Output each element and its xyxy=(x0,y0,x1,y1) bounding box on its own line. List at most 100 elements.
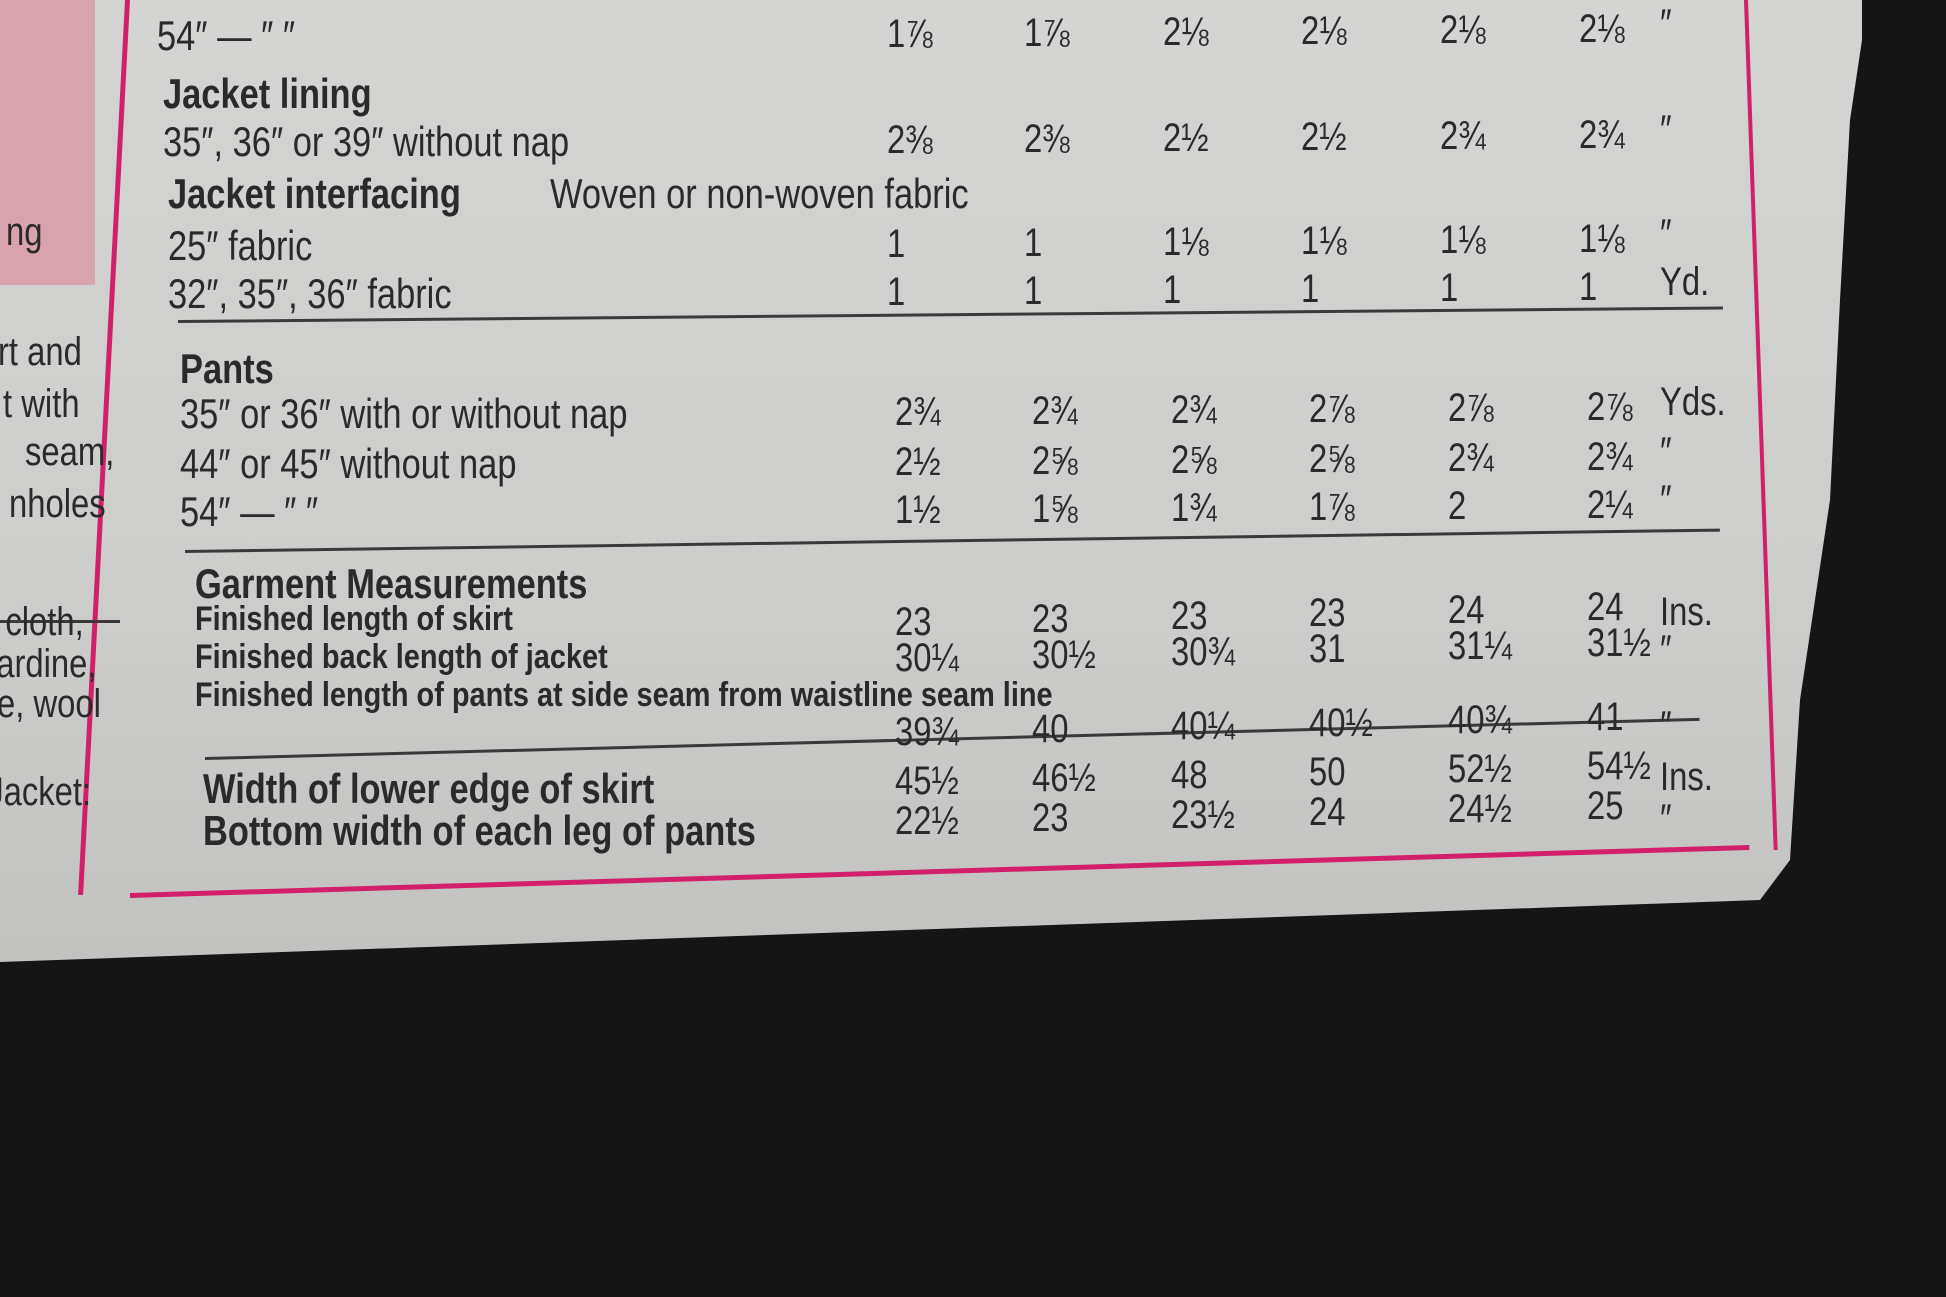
left-panel-text: t with xyxy=(3,382,80,426)
left-panel-text: . Jacket: xyxy=(0,770,92,814)
row-value: 2¾ xyxy=(1587,435,1633,479)
row-value: 1 xyxy=(1024,269,1043,313)
row-label: 35″, 36″ or 39″ without nap xyxy=(163,118,570,165)
section-heading: Pants xyxy=(180,345,274,392)
left-panel-text: e, wool xyxy=(0,682,101,726)
row-value: 1⅛ xyxy=(1301,219,1347,263)
row-value: 23 xyxy=(1171,594,1208,638)
divider xyxy=(0,620,120,623)
row-label: 54″ — ″ ″ xyxy=(180,488,319,535)
section-heading: Garment Measurements xyxy=(195,560,588,607)
row-value: 1¾ xyxy=(1171,486,1217,530)
row-value: 2⅛ xyxy=(1579,7,1625,51)
row-value: 50 xyxy=(1309,750,1346,794)
row-value: 2¾ xyxy=(895,390,941,434)
section-heading: Jacket lining xyxy=(163,70,372,117)
left-panel-text: rt and xyxy=(0,330,82,374)
row-value: 1 xyxy=(1301,267,1320,311)
row-value: 31 xyxy=(1309,627,1346,671)
row-label: 35″ or 36″ with or without nap xyxy=(180,390,628,437)
pattern-envelope xyxy=(0,0,1862,962)
row-value: 23 xyxy=(1309,591,1346,635)
row-value: 2½ xyxy=(1163,116,1209,160)
row-value: 2¾ xyxy=(1440,114,1486,158)
row-value: 23 xyxy=(895,600,932,644)
left-panel-text: e cloth, xyxy=(0,600,84,644)
row-value: 31½ xyxy=(1587,621,1651,665)
row-label: 25″ fabric xyxy=(168,222,313,269)
row-value: 2 xyxy=(1448,484,1467,528)
row-value: 40¼ xyxy=(1171,704,1235,748)
row-value: 46½ xyxy=(1032,756,1096,800)
row-value: 41 xyxy=(1587,695,1624,739)
row-value: 1 xyxy=(887,270,906,314)
row-value: 22½ xyxy=(895,799,959,843)
row-unit: Ins. xyxy=(1660,755,1713,799)
row-value: 2¾ xyxy=(1448,436,1494,480)
row-unit: ″ xyxy=(1660,108,1672,152)
row-value: 25 xyxy=(1587,784,1624,828)
row-label: 54″ — ″ ″ xyxy=(157,12,296,59)
row-label: Bottom width of each leg of pants xyxy=(203,807,756,854)
row-value: 1⅞ xyxy=(1024,11,1070,55)
row-value: 24 xyxy=(1587,585,1624,629)
row-value: 2⅛ xyxy=(1440,8,1486,52)
row-value: 2⅝ xyxy=(1309,437,1355,481)
row-value: 2⅛ xyxy=(1163,10,1209,54)
row-value: 1⅛ xyxy=(1579,217,1625,261)
row-value: 39¾ xyxy=(895,710,959,754)
row-value: 54½ xyxy=(1587,744,1651,788)
row-value: 40 xyxy=(1032,707,1069,751)
row-value: 2¼ xyxy=(1587,483,1633,527)
row-label: Finished length of pants at side seam fr… xyxy=(195,676,1053,714)
row-value: 2⅝ xyxy=(1171,438,1217,482)
row-value: 1 xyxy=(887,222,906,266)
row-value: 2¾ xyxy=(1032,389,1078,433)
row-unit: ″ xyxy=(1660,212,1672,256)
row-value: 2½ xyxy=(1301,115,1347,159)
row-value: 1⅛ xyxy=(1163,220,1209,264)
row-value: 31¼ xyxy=(1448,624,1512,668)
row-label: 32″, 35″, 36″ fabric xyxy=(168,270,452,317)
left-panel-text: ng xyxy=(6,210,43,254)
row-label: Finished length of skirt xyxy=(195,600,513,638)
row-label: Width of lower edge of skirt xyxy=(203,765,655,812)
section-heading: Jacket interfacing xyxy=(168,170,461,217)
row-value: 1 xyxy=(1163,268,1182,312)
row-unit: ″ xyxy=(1660,430,1672,474)
row-value: 2¾ xyxy=(1171,388,1217,432)
row-value: 24 xyxy=(1309,790,1346,834)
row-value: 2½ xyxy=(895,440,941,484)
row-value: 2⅛ xyxy=(1301,9,1347,53)
row-value: 1 xyxy=(1579,265,1598,309)
row-value: 52½ xyxy=(1448,747,1512,791)
row-value: 1½ xyxy=(895,488,941,532)
row-value: 45½ xyxy=(895,759,959,803)
row-value: 40½ xyxy=(1309,701,1373,745)
row-unit: ″ xyxy=(1660,478,1672,522)
row-unit: ″ xyxy=(1660,704,1672,748)
row-value: 1⅞ xyxy=(1309,485,1355,529)
row-unit: Ins. xyxy=(1660,590,1713,634)
row-value: 1⅝ xyxy=(1032,487,1078,531)
row-value: 23 xyxy=(1032,796,1069,840)
row-value: 23½ xyxy=(1171,793,1235,837)
row-value: 1 xyxy=(1440,266,1459,310)
row-value: 2⅞ xyxy=(1448,386,1494,430)
row-value: 2⅞ xyxy=(1587,385,1633,429)
row-unit: Yds. xyxy=(1660,380,1726,424)
row-value: 1 xyxy=(1024,221,1043,265)
row-unit: ″ xyxy=(1660,2,1672,46)
row-value: 2⅜ xyxy=(1024,117,1070,161)
row-value: 40¾ xyxy=(1448,698,1512,742)
row-label: 44″ or 45″ without nap xyxy=(180,440,517,487)
row-value: 1⅞ xyxy=(887,12,933,56)
row-value: 24 xyxy=(1448,588,1485,632)
row-value: 24½ xyxy=(1448,787,1512,831)
row-label: Finished back length of jacket xyxy=(195,638,608,676)
row-value: 2⅞ xyxy=(1309,387,1355,431)
section-subheading: Woven or non-woven fabric xyxy=(550,170,969,217)
row-value: 2⅝ xyxy=(1032,439,1078,483)
row-value: 2¾ xyxy=(1579,113,1625,157)
row-value: 1⅛ xyxy=(1440,218,1486,262)
